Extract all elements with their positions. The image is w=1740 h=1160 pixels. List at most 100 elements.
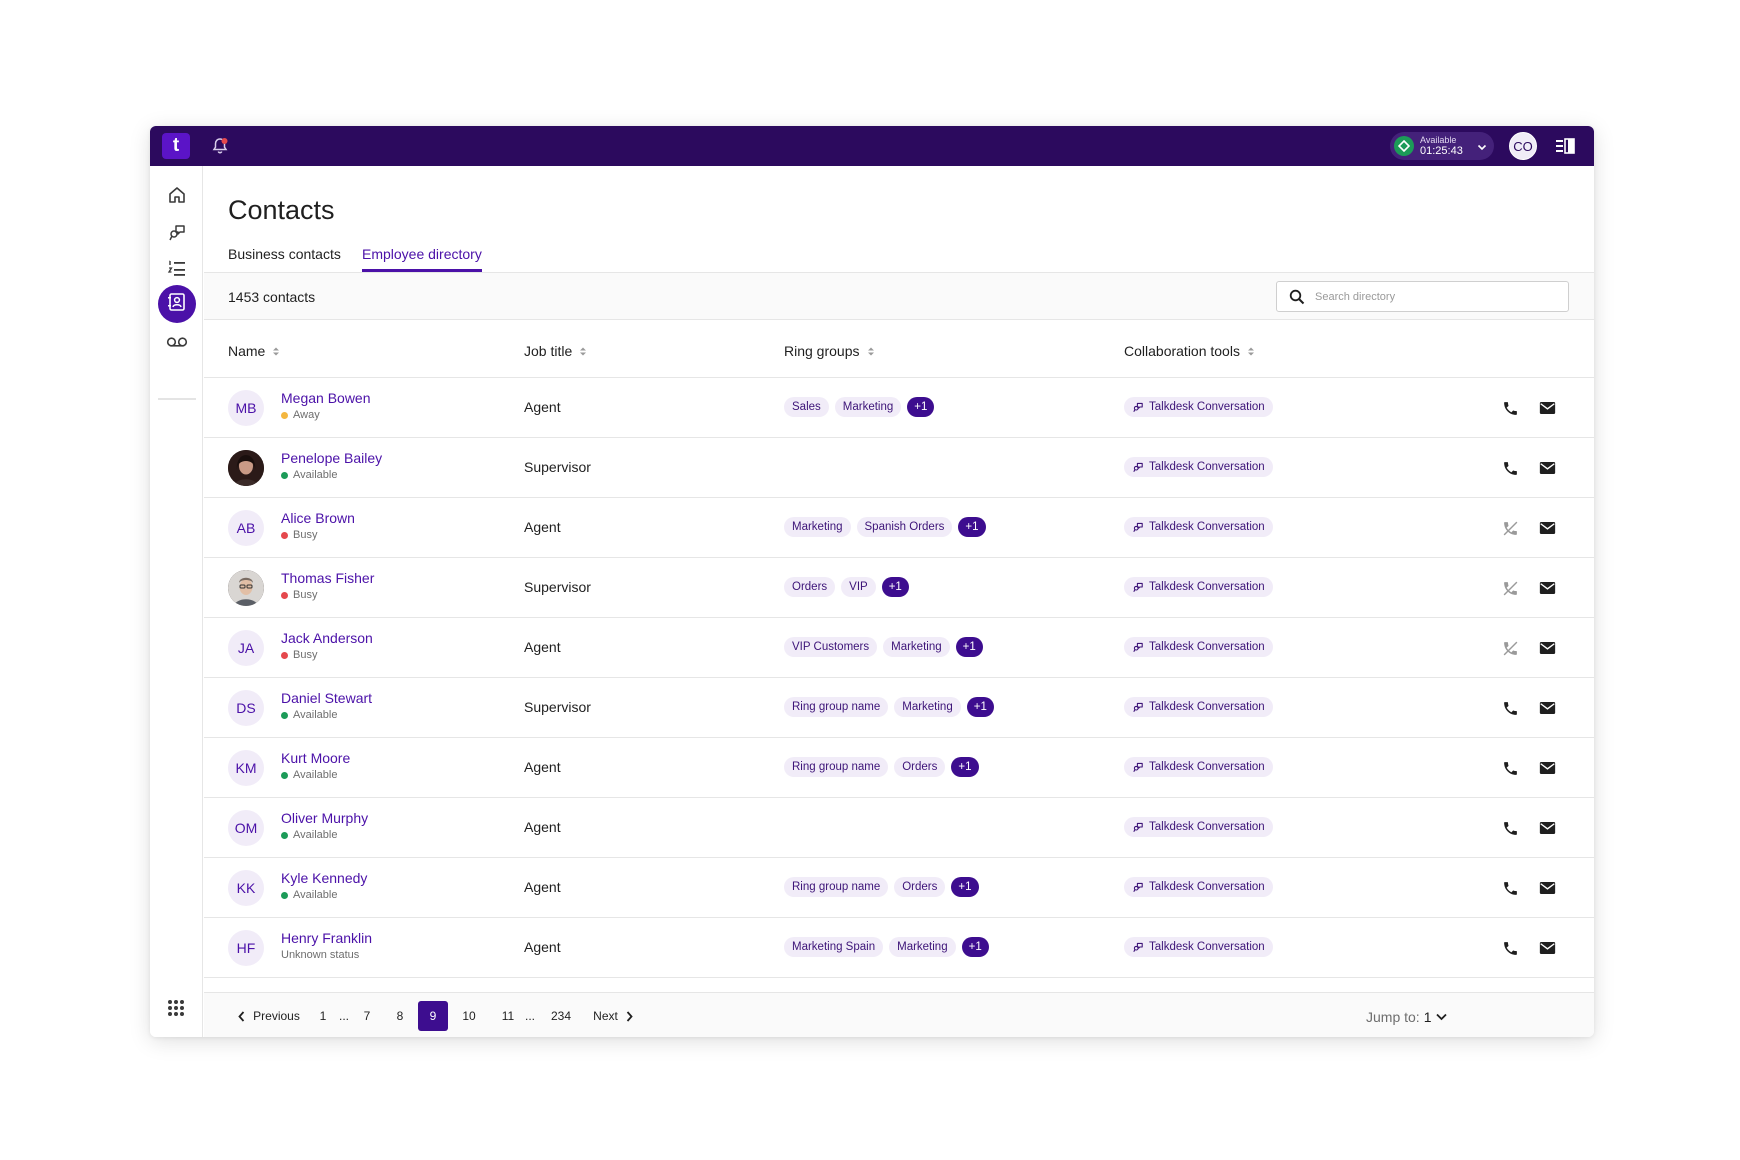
- search-input[interactable]: [1315, 287, 1560, 307]
- previous-page-button[interactable]: Previous: [237, 1001, 301, 1031]
- collaboration-tool-chip[interactable]: Talkdesk Conversation: [1124, 637, 1273, 657]
- user-avatar[interactable]: CO: [1509, 132, 1537, 160]
- nav-conversations[interactable]: [158, 215, 196, 253]
- email-icon[interactable]: [1537, 878, 1557, 898]
- more-groups-badge[interactable]: +1: [951, 877, 979, 897]
- page-ellipsis: ...: [338, 1009, 349, 1023]
- conversation-icon: [167, 222, 187, 247]
- contact-avatar: [228, 570, 264, 606]
- phone-icon[interactable]: [1500, 878, 1520, 898]
- agent-status-selector[interactable]: Available 01:25:43: [1390, 132, 1494, 160]
- page-button[interactable]: 10: [462, 1009, 476, 1023]
- more-groups-badge[interactable]: +1: [966, 697, 994, 717]
- collaboration-tool-chip[interactable]: Talkdesk Conversation: [1124, 577, 1273, 597]
- contact-status: Available: [281, 709, 337, 721]
- collaboration-tool-label: Talkdesk Conversation: [1149, 821, 1265, 833]
- more-groups-badge[interactable]: +1: [907, 397, 935, 417]
- talkdesk-conversation-icon: [1132, 521, 1149, 533]
- chevron-down-icon: [1435, 1013, 1447, 1021]
- jump-to-page[interactable]: Jump to: 1: [1366, 1009, 1447, 1025]
- more-groups-badge[interactable]: +1: [951, 757, 979, 777]
- email-icon[interactable]: [1537, 518, 1557, 538]
- page-button[interactable]: 7: [363, 1009, 371, 1023]
- contact-name-link[interactable]: Jack Anderson: [281, 630, 373, 646]
- phone-icon[interactable]: [1500, 758, 1520, 778]
- tab-business-contacts[interactable]: Business contacts: [228, 246, 341, 262]
- column-header-name[interactable]: Name: [228, 343, 280, 359]
- email-icon[interactable]: [1537, 938, 1557, 958]
- collaboration-tool-chip[interactable]: Talkdesk Conversation: [1124, 937, 1273, 957]
- phone-icon[interactable]: [1500, 698, 1520, 718]
- phone-icon[interactable]: [1500, 458, 1520, 478]
- phone-icon[interactable]: [1500, 398, 1520, 418]
- app-logo[interactable]: t: [162, 133, 190, 159]
- nav-lists[interactable]: [158, 251, 196, 289]
- column-header-job-title[interactable]: Job title: [524, 343, 587, 359]
- phone-icon[interactable]: [1500, 938, 1520, 958]
- status-dot-icon: [281, 831, 288, 839]
- side-panel-icon[interactable]: [1555, 138, 1575, 159]
- contact-status: Unknown status: [281, 949, 359, 961]
- email-icon[interactable]: [1537, 758, 1557, 778]
- next-page-button[interactable]: Next: [588, 1001, 638, 1031]
- contact-avatar: JA: [228, 630, 264, 666]
- column-header-ring-groups[interactable]: Ring groups: [784, 343, 875, 359]
- contact-name-link[interactable]: Henry Franklin: [281, 930, 373, 946]
- page-button-current[interactable]: 9: [418, 1001, 448, 1031]
- phone-icon[interactable]: [1500, 818, 1520, 838]
- contact-name-link[interactable]: Alice Brown: [281, 510, 355, 526]
- apps-grid-icon[interactable]: [166, 998, 186, 1023]
- status-dot-icon: [281, 711, 288, 719]
- page-button[interactable]: 1: [319, 1009, 327, 1023]
- contact-avatar: KM: [228, 750, 264, 786]
- page-title: Contacts: [228, 195, 335, 225]
- nav-home[interactable]: [158, 178, 196, 216]
- column-label: Job title: [524, 343, 573, 359]
- status-dot-icon: [281, 771, 288, 779]
- collaboration-tool-chip[interactable]: Talkdesk Conversation: [1124, 517, 1273, 537]
- more-groups-badge[interactable]: +1: [955, 637, 983, 657]
- contact-name-link[interactable]: Oliver Murphy: [281, 810, 369, 826]
- contact-name-link[interactable]: Megan Bowen: [281, 390, 371, 406]
- collaboration-tool-chip[interactable]: Talkdesk Conversation: [1124, 877, 1273, 897]
- collaboration-tool-label: Talkdesk Conversation: [1149, 761, 1265, 773]
- collaboration-tool-chip[interactable]: Talkdesk Conversation: [1124, 757, 1273, 777]
- ring-groups: Marketing Spanish Orders +1: [784, 517, 986, 537]
- status-text: Busy: [293, 589, 318, 601]
- status-text: Available: [293, 829, 338, 841]
- nav-voicemail[interactable]: [158, 325, 196, 363]
- collaboration-tool-chip[interactable]: Talkdesk Conversation: [1124, 397, 1273, 417]
- ring-group-chip: Orders: [894, 757, 946, 777]
- more-groups-badge[interactable]: +1: [881, 577, 909, 597]
- job-title: Supervisor: [524, 699, 591, 715]
- collaboration-tool-chip[interactable]: Talkdesk Conversation: [1124, 457, 1273, 477]
- contact-name-link[interactable]: Kyle Kennedy: [281, 870, 368, 886]
- notification-bell-icon[interactable]: [210, 136, 230, 156]
- contact-name-link[interactable]: Thomas Fisher: [281, 570, 375, 586]
- page-button-last[interactable]: 234: [550, 1009, 572, 1023]
- collaboration-tool-chip[interactable]: Talkdesk Conversation: [1124, 697, 1273, 717]
- email-icon[interactable]: [1537, 818, 1557, 838]
- nav-contacts[interactable]: [158, 285, 196, 323]
- column-header-collaboration-tools[interactable]: Collaboration tools: [1124, 343, 1255, 359]
- search-box[interactable]: [1276, 281, 1569, 312]
- email-icon[interactable]: [1537, 578, 1557, 598]
- email-icon[interactable]: [1537, 638, 1557, 658]
- page-button[interactable]: 8: [396, 1009, 404, 1023]
- email-icon[interactable]: [1537, 458, 1557, 478]
- contact-avatar: [228, 450, 264, 486]
- collaboration-tool-chip[interactable]: Talkdesk Conversation: [1124, 817, 1273, 837]
- talkdesk-conversation-icon: [1132, 641, 1149, 653]
- page-button[interactable]: 11: [501, 1009, 515, 1023]
- more-groups-badge[interactable]: +1: [958, 517, 986, 537]
- contact-status: Busy: [281, 649, 317, 661]
- contact-status: Available: [281, 469, 337, 481]
- job-title: Agent: [524, 939, 561, 955]
- email-icon[interactable]: [1537, 398, 1557, 418]
- contact-name-link[interactable]: Penelope Bailey: [281, 450, 383, 466]
- contact-name-link[interactable]: Kurt Moore: [281, 750, 351, 766]
- more-groups-badge[interactable]: +1: [961, 937, 989, 957]
- email-icon[interactable]: [1537, 698, 1557, 718]
- contact-name-link[interactable]: Daniel Stewart: [281, 690, 373, 706]
- tab-employee-directory[interactable]: Employee directory: [362, 246, 482, 272]
